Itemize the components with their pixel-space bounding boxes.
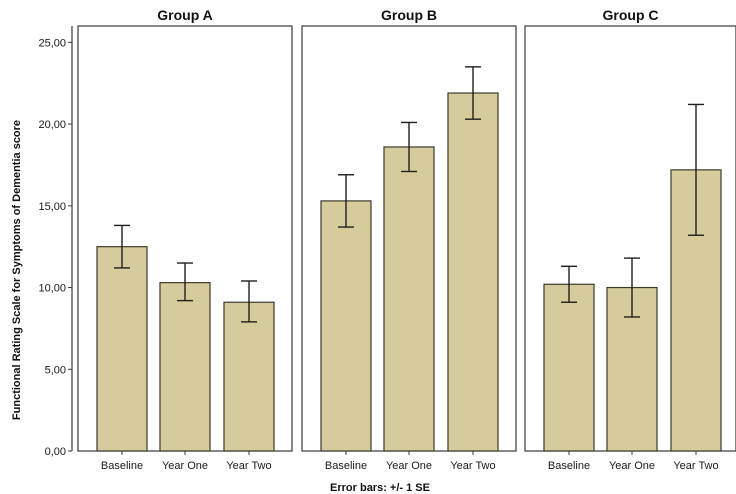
x-tick-label: Year Two xyxy=(673,460,718,472)
bar xyxy=(320,200,372,452)
y-tick-label: 10,00 xyxy=(38,283,66,295)
bar xyxy=(159,282,211,452)
bar xyxy=(223,301,275,452)
bar xyxy=(383,146,435,452)
bar xyxy=(543,283,595,452)
panel-title: Group B xyxy=(381,7,437,23)
panel-group-a: Group A Baseline Year One Year Two xyxy=(77,7,293,472)
bar xyxy=(447,92,499,452)
panel-title: Group C xyxy=(603,7,659,23)
panel-title: Group A xyxy=(157,7,212,23)
y-tick-label: 25,00 xyxy=(38,37,66,49)
x-tick-label: Baseline xyxy=(101,460,143,472)
chart-panels: Group A Baseline Year One Year Two Group B Ba… xyxy=(77,7,736,472)
y-tick-label: 20,00 xyxy=(38,119,66,131)
x-tick-label: Year One xyxy=(162,460,208,472)
y-tick-label: 15,00 xyxy=(38,201,66,213)
y-tick-label: 0,00 xyxy=(45,446,66,458)
x-tick-label: Year Two xyxy=(450,460,495,472)
y-axis-title: Functional Rating Scale for Symptoms of … xyxy=(11,120,23,420)
bar xyxy=(96,246,148,452)
x-tick-label: Year One xyxy=(609,460,655,472)
y-axis: 0,00 5,00 10,00 15,00 20,00 25,00 xyxy=(38,26,73,458)
panel-group-c: Group C Baseline Year One Year Two xyxy=(524,7,736,472)
x-tick-label: Baseline xyxy=(548,460,590,472)
x-tick-label: Baseline xyxy=(325,460,367,472)
x-axis-note: Error bars: +/- 1 SE xyxy=(330,482,430,494)
y-tick-label: 5,00 xyxy=(45,364,66,376)
x-tick-label: Year Two xyxy=(226,460,271,472)
x-tick-label: Year One xyxy=(386,460,432,472)
panel-group-b: Group B Baseline Year One Year Two xyxy=(301,7,517,472)
